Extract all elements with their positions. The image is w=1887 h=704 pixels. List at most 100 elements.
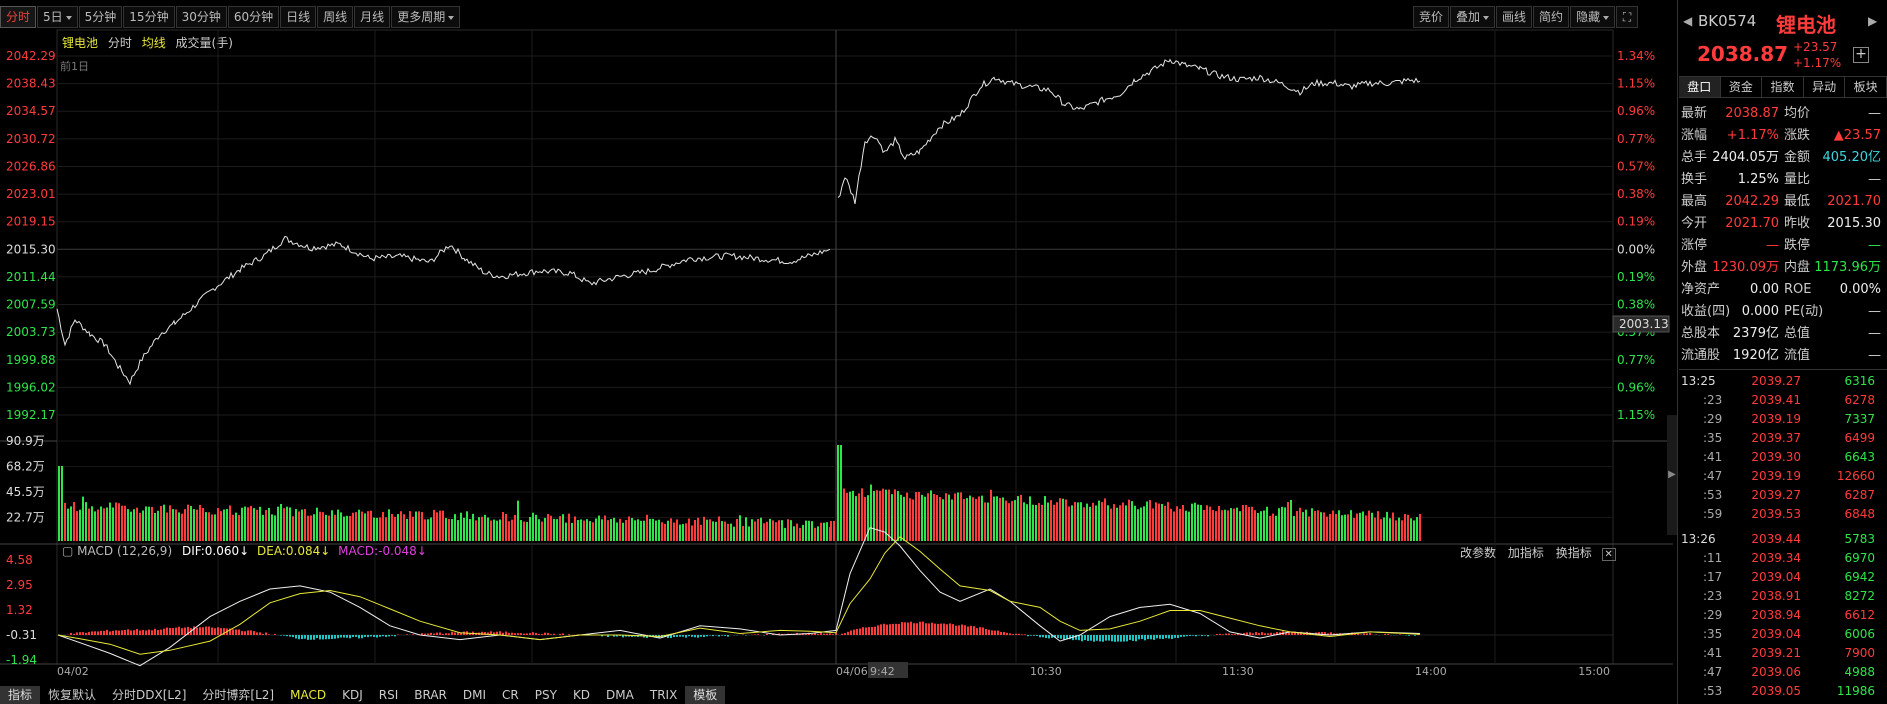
volume-bar <box>127 509 129 541</box>
macd-bar <box>487 632 489 635</box>
draw-line-button[interactable]: 画线 <box>1496 6 1533 28</box>
macd-bar <box>1294 631 1296 635</box>
volume-bar <box>873 490 875 541</box>
macd-bar <box>1291 632 1293 635</box>
indicator-tab-label[interactable]: 指标 <box>0 686 41 704</box>
macd-bar <box>331 635 333 639</box>
intraday-chart[interactable]: 2042.29 1.34% 2038.43 1.15% 2034.57 0.96% 2030… <box>0 0 1673 704</box>
time-axis-label: 10:30 <box>1030 665 1062 678</box>
prev-stock-icon[interactable]: ◀ <box>1683 14 1693 28</box>
macd-bar <box>241 631 243 635</box>
volume-bar <box>1302 512 1304 541</box>
macd-bar <box>1297 632 1299 635</box>
volume-bar <box>193 509 195 541</box>
volume-bar <box>927 493 929 541</box>
volume-bar <box>358 509 360 541</box>
collapse-panel-handle[interactable]: ▶ <box>1667 415 1677 535</box>
volume-axis-label: 90.9万 <box>6 434 45 448</box>
close-icon[interactable]: ✕ <box>1601 548 1616 561</box>
volume-bar <box>118 503 120 541</box>
tab-movement[interactable]: 异动 <box>1804 77 1846 97</box>
volume-bar <box>313 514 315 541</box>
period-tab-30min[interactable]: 30分钟 <box>175 6 227 28</box>
edit-params-button[interactable]: 改参数 <box>1460 546 1497 560</box>
macd-bar <box>937 623 939 635</box>
volume-bar <box>400 511 402 541</box>
hide-button[interactable]: 隐藏 <box>1570 6 1616 28</box>
macd-bar <box>964 625 966 635</box>
next-stock-icon[interactable]: ▶ <box>1868 14 1878 28</box>
volume-bar <box>493 519 495 541</box>
indicator-kd[interactable]: KD <box>572 688 591 702</box>
indicator-kdj[interactable]: KDJ <box>342 688 363 702</box>
macd-bar <box>97 631 99 635</box>
macd-bar <box>667 635 669 639</box>
period-tab-fenshi[interactable]: 分时 <box>0 6 37 28</box>
macd-bar <box>1399 634 1401 635</box>
reset-default-button[interactable]: 恢复默认 <box>48 688 97 702</box>
volume-bar <box>688 518 690 541</box>
macd-bar <box>1081 635 1083 642</box>
period-tab-60min[interactable]: 60分钟 <box>227 6 280 28</box>
simple-button[interactable]: 简约 <box>1533 6 1570 28</box>
quote-label: 流通股 <box>1681 348 1721 363</box>
tab-index[interactable]: 指数 <box>1762 77 1804 97</box>
macd-axis-label: 4.58 <box>6 553 33 567</box>
period-tab-5day[interactable]: 5日 <box>37 6 78 28</box>
tab-sector[interactable]: 板块 <box>1845 77 1887 97</box>
indicator-psy[interactable]: PSY <box>534 688 557 702</box>
volume-bar <box>661 522 663 541</box>
volume-bar <box>1020 494 1022 541</box>
indicator-rsi[interactable]: RSI <box>378 688 399 702</box>
period-tab-more[interactable]: 更多周期 <box>391 6 461 28</box>
period-tab-15min[interactable]: 15分钟 <box>123 6 175 28</box>
indicator-dma[interactable]: DMA <box>606 688 634 702</box>
volume-bar <box>433 509 435 541</box>
tick-time: 13:25 <box>1681 374 1716 388</box>
macd-bar <box>697 635 699 638</box>
indicator-cr[interactable]: CR <box>502 688 519 702</box>
volume-bar <box>930 490 932 541</box>
macd-bar <box>721 635 723 636</box>
macd-bar <box>862 627 864 635</box>
volume-bar <box>1332 510 1334 541</box>
period-tab-week[interactable]: 周线 <box>317 6 354 28</box>
volume-bar <box>1230 508 1232 541</box>
volume-bar <box>1257 513 1259 541</box>
indicator-brar[interactable]: BRAR <box>414 688 447 702</box>
add-indicator-button[interactable]: 加指标 <box>1507 546 1544 560</box>
template-button[interactable]: 模板 <box>685 686 726 704</box>
volume-bar <box>769 518 771 541</box>
indicator-game[interactable]: 分时博弈[L2] <box>202 688 275 702</box>
period-tab-month[interactable]: 月线 <box>354 6 391 28</box>
overlay-button[interactable]: 叠加 <box>1450 6 1496 28</box>
quote-value: — <box>1868 348 1881 363</box>
macd-bar <box>958 625 960 635</box>
volume-bar <box>160 506 162 541</box>
indicator-dmi[interactable]: DMI <box>462 688 487 702</box>
period-tab-day[interactable]: 日线 <box>280 6 317 28</box>
volume-bar <box>855 496 857 541</box>
period-tab-5min[interactable]: 5分钟 <box>78 6 123 28</box>
volume-bar <box>100 506 102 541</box>
macd-bar <box>1270 632 1272 635</box>
indicator-trix[interactable]: TRIX <box>649 688 678 702</box>
macd-bar <box>529 633 531 635</box>
volume-bar <box>622 522 624 541</box>
volume-bar <box>550 515 552 541</box>
volume-bar <box>921 494 923 541</box>
macd-bar <box>1048 635 1050 639</box>
macd-bar <box>874 626 876 635</box>
add-watchlist-icon[interactable]: + <box>1853 47 1869 63</box>
volume-bar <box>772 520 774 541</box>
indicator-macd[interactable]: MACD <box>290 688 327 702</box>
volume-bar <box>1368 510 1370 541</box>
auction-button[interactable]: 竞价 <box>1413 6 1450 28</box>
dea-down-arrow-icon: ↓ <box>320 544 331 558</box>
tab-funds[interactable]: 资金 <box>1721 77 1763 97</box>
fullscreen-icon[interactable]: ⛶ <box>1616 6 1639 28</box>
tab-pankou[interactable]: 盘口 <box>1679 77 1721 97</box>
indicator-ddx[interactable]: 分时DDX[L2] <box>112 688 187 702</box>
macd-bar <box>208 626 210 635</box>
switch-indicator-button[interactable]: 换指标 <box>1555 546 1592 560</box>
